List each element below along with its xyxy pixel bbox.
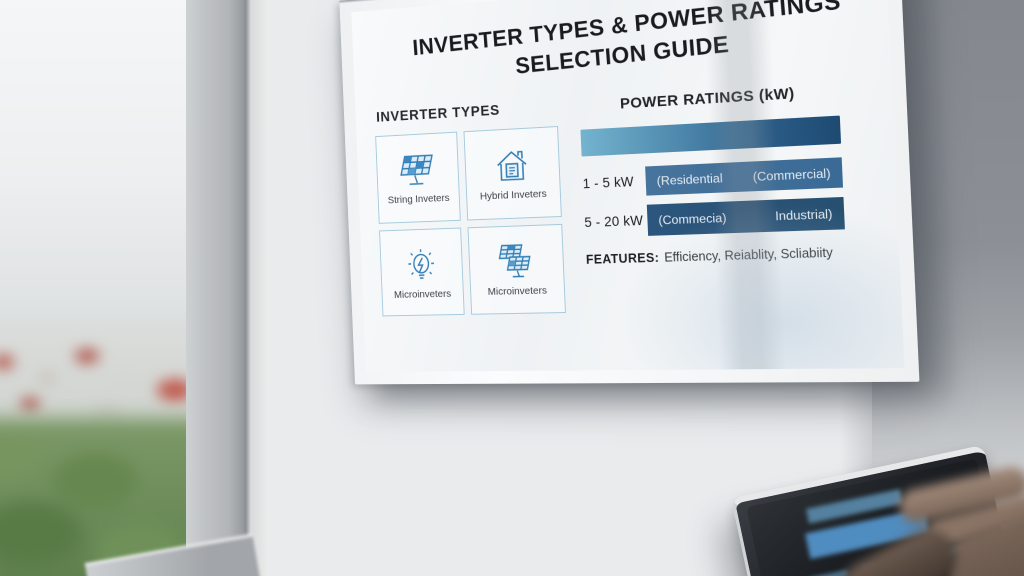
poster-frame: INVERTER TYPES & POWER RATINGS SELECTION… <box>339 0 920 385</box>
poster-surface: INVERTER TYPES & POWER RATINGS SELECTION… <box>351 0 905 372</box>
hybrid-inverter-house-icon <box>492 146 531 185</box>
inverter-cell-hybrid: Hybrid Inveters <box>463 126 562 221</box>
inverter-cell-label: Microinveters <box>393 287 452 301</box>
inverter-grid: String Inveters Hybrid I <box>375 126 567 317</box>
inverter-types-section: INVERTER TYPES <box>374 99 567 317</box>
poster-title: INVERTER TYPES & POWER RATINGS SELECTION… <box>352 0 891 97</box>
window-view <box>0 0 192 576</box>
microinverter-panels-icon <box>493 242 538 281</box>
microinverter-bulb-icon <box>401 244 441 284</box>
inverter-cell-label: String Inveters <box>387 191 450 206</box>
window-frame <box>186 0 268 576</box>
glass-reflection-corner <box>616 196 905 372</box>
inverter-cell-label: Hybrid Inveters <box>479 187 547 202</box>
inverter-cell-string: String Inveters <box>375 131 461 224</box>
inverter-types-heading: INVERTER TYPES <box>375 102 501 126</box>
rating-range: 1 - 5 kW <box>582 174 635 192</box>
inverter-cell-label: Microinveters <box>487 284 548 298</box>
inverter-cell-micro-panels: Microinveters <box>467 223 566 315</box>
inverter-cell-micro-bulb: Microinveters <box>379 227 465 317</box>
string-inverter-panel-icon <box>396 151 439 190</box>
